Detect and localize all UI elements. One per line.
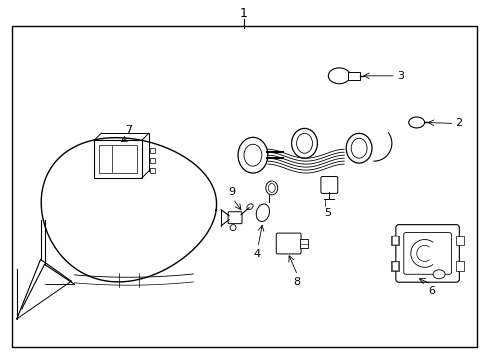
FancyBboxPatch shape <box>403 233 450 274</box>
Bar <box>455 235 463 246</box>
Text: 2: 2 <box>454 118 462 129</box>
Ellipse shape <box>346 133 371 163</box>
Bar <box>94 140 142 178</box>
Bar <box>99 145 137 173</box>
Text: 5: 5 <box>323 208 330 218</box>
Ellipse shape <box>256 204 269 221</box>
Bar <box>299 239 307 248</box>
Ellipse shape <box>408 117 424 128</box>
Ellipse shape <box>268 184 275 192</box>
Bar <box>455 261 463 271</box>
Ellipse shape <box>246 204 253 210</box>
FancyBboxPatch shape <box>391 262 398 271</box>
FancyBboxPatch shape <box>320 176 337 193</box>
Ellipse shape <box>230 225 236 231</box>
Bar <box>149 148 154 153</box>
Text: 6: 6 <box>427 286 434 296</box>
Text: 4: 4 <box>253 249 260 260</box>
Bar <box>149 158 154 163</box>
FancyBboxPatch shape <box>391 236 398 245</box>
FancyBboxPatch shape <box>228 212 242 224</box>
Bar <box>149 168 154 173</box>
FancyBboxPatch shape <box>276 233 301 254</box>
Text: 7: 7 <box>125 125 132 135</box>
FancyBboxPatch shape <box>395 225 458 282</box>
Ellipse shape <box>350 138 366 158</box>
Ellipse shape <box>432 270 444 279</box>
Bar <box>390 261 398 271</box>
Ellipse shape <box>238 137 267 173</box>
Text: 8: 8 <box>292 277 300 287</box>
Bar <box>347 72 359 80</box>
Ellipse shape <box>291 129 317 158</box>
Ellipse shape <box>296 133 312 153</box>
Ellipse shape <box>244 144 262 166</box>
Text: 3: 3 <box>396 71 403 81</box>
Text: 9: 9 <box>228 187 235 197</box>
Ellipse shape <box>327 68 349 84</box>
Bar <box>390 235 398 246</box>
Ellipse shape <box>265 181 277 195</box>
Bar <box>12 26 476 347</box>
Text: 1: 1 <box>240 7 247 20</box>
